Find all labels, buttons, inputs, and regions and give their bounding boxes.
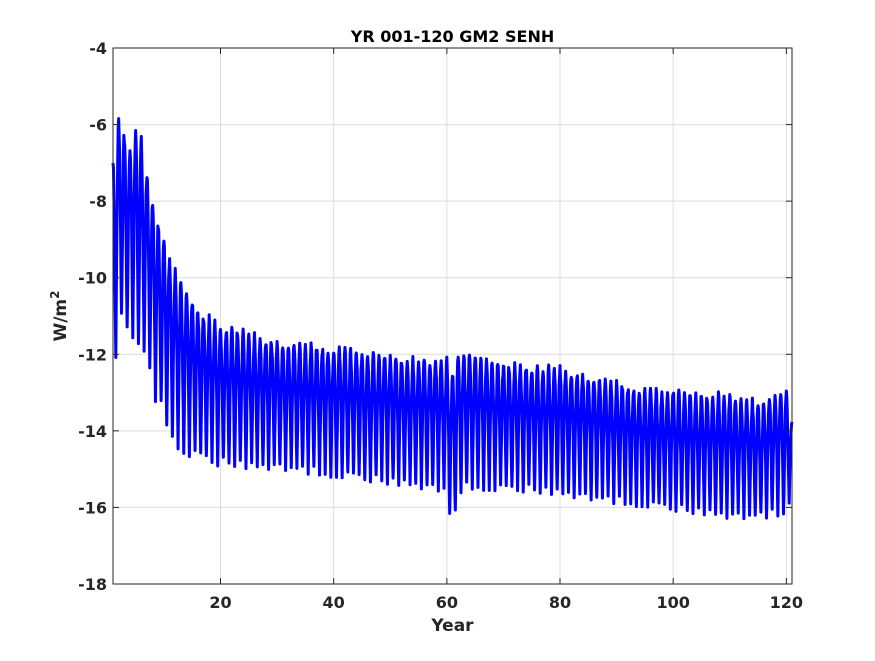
y-tick-label: -14 [78, 422, 107, 441]
x-axis-label: Year [430, 616, 474, 636]
y-tick-label: -16 [78, 498, 107, 517]
y-axis-label: W/m2 [48, 290, 71, 341]
x-tick-label: 120 [770, 593, 803, 612]
y-axis-label-text: W/m [51, 299, 71, 342]
y-tick-label: -12 [78, 345, 107, 364]
y-tick-label: -4 [89, 39, 107, 58]
tick-labels: 20 40 60 80 100 120 -4 -6 -8 -10 -12 -14 -16 -18 [78, 39, 803, 612]
y-tick-label: -8 [89, 192, 107, 211]
series-layer [111, 117, 794, 521]
y-axis-label-exponent: 2 [48, 290, 62, 298]
chart-title: YR 001-120 GM2 SENH [350, 27, 554, 46]
tick-marks [113, 47, 792, 585]
x-tick-label: 40 [323, 593, 345, 612]
x-tick-label: 80 [549, 593, 571, 612]
series-line [111, 117, 794, 521]
y-tick-label: -18 [78, 575, 107, 594]
y-tick-label: -6 [89, 116, 107, 135]
x-tick-label: 60 [436, 593, 458, 612]
y-tick-label: -10 [78, 269, 107, 288]
x-tick-label: 20 [209, 593, 231, 612]
plot-area-frame [112, 47, 793, 585]
x-tick-label: 100 [656, 593, 689, 612]
